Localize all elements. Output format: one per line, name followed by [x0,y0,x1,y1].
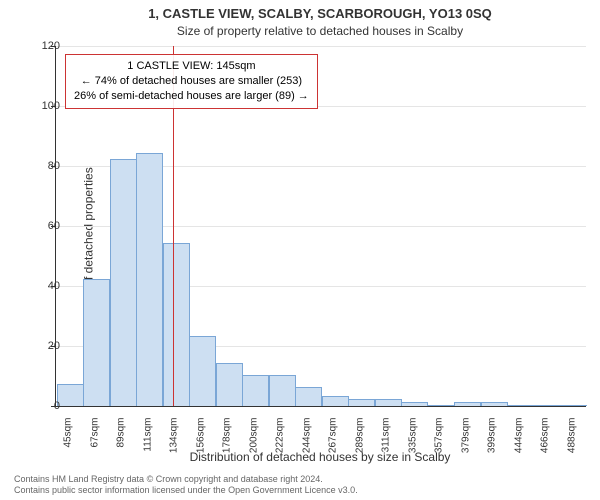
y-tick-label: 20 [30,340,60,352]
y-tick-label: 0 [30,400,60,412]
y-tick-label: 40 [30,280,60,292]
x-tick-label: 244sqm [301,418,312,466]
y-tick-mark [51,226,55,227]
x-tick-label: 466sqm [540,418,551,466]
x-tick-label: 45sqm [63,418,74,466]
x-tick-label: 111sqm [142,418,153,466]
x-tick-label: 399sqm [487,418,498,466]
info-line-1: 1 CASTLE VIEW: 145sqm [74,59,309,74]
footer-line-2: Contains public sector information licen… [14,485,358,496]
y-tick-mark [51,406,55,407]
histogram-bar [57,384,84,406]
y-tick-mark [51,106,55,107]
histogram-bar [428,405,455,406]
histogram-bar [507,405,534,406]
histogram-bar [295,387,322,406]
x-tick-label: 200sqm [248,418,259,466]
footer-attribution: Contains HM Land Registry data © Crown c… [14,474,358,496]
x-tick-label: 222sqm [275,418,286,466]
histogram-bar [269,375,296,406]
x-tick-label: 178sqm [222,418,233,466]
x-tick-label: 267sqm [328,418,339,466]
histogram-bar [322,396,349,406]
x-tick-label: 357sqm [434,418,445,466]
x-tick-label: 289sqm [354,418,365,466]
x-tick-label: 67sqm [89,418,100,466]
x-tick-label: 134sqm [169,418,180,466]
histogram-bar [110,159,137,406]
y-tick-label: 120 [30,40,60,52]
x-tick-label: 156sqm [195,418,206,466]
histogram-bar [534,405,561,406]
grid-line [56,46,586,47]
x-tick-label: 379sqm [460,418,471,466]
x-tick-label: 444sqm [513,418,524,466]
y-tick-label: 80 [30,160,60,172]
histogram-bar [83,279,110,406]
histogram-bar [242,375,269,406]
histogram-bar [189,336,216,406]
histogram-bar [560,405,587,406]
footer-line-1: Contains HM Land Registry data © Crown c… [14,474,358,485]
histogram-bar [481,402,508,406]
chart-title: 1, CASTLE VIEW, SCALBY, SCARBOROUGH, YO1… [50,6,590,21]
info-line-2: ← 74% of detached houses are smaller (25… [74,74,309,89]
x-tick-label: 488sqm [566,418,577,466]
chart-container: 1, CASTLE VIEW, SCALBY, SCARBOROUGH, YO1… [0,0,600,500]
histogram-bar [348,399,375,406]
chart-subtitle: Size of property relative to detached ho… [50,24,590,38]
y-tick-mark [51,346,55,347]
y-tick-label: 60 [30,220,60,232]
histogram-bar [163,243,190,406]
y-tick-label: 100 [30,100,60,112]
histogram-bar [454,402,481,406]
x-tick-label: 89sqm [116,418,127,466]
y-tick-mark [51,166,55,167]
y-tick-mark [51,46,55,47]
info-line-3: 26% of semi-detached houses are larger (… [74,89,309,104]
histogram-bar [216,363,243,406]
marker-info-box: 1 CASTLE VIEW: 145sqm ← 74% of detached … [65,54,318,109]
y-tick-mark [51,286,55,287]
histogram-bar [401,402,428,406]
x-axis-label: Distribution of detached houses by size … [50,450,590,464]
histogram-bar [136,153,163,406]
x-tick-label: 335sqm [407,418,418,466]
histogram-bar [375,399,402,406]
x-tick-label: 311sqm [381,418,392,466]
